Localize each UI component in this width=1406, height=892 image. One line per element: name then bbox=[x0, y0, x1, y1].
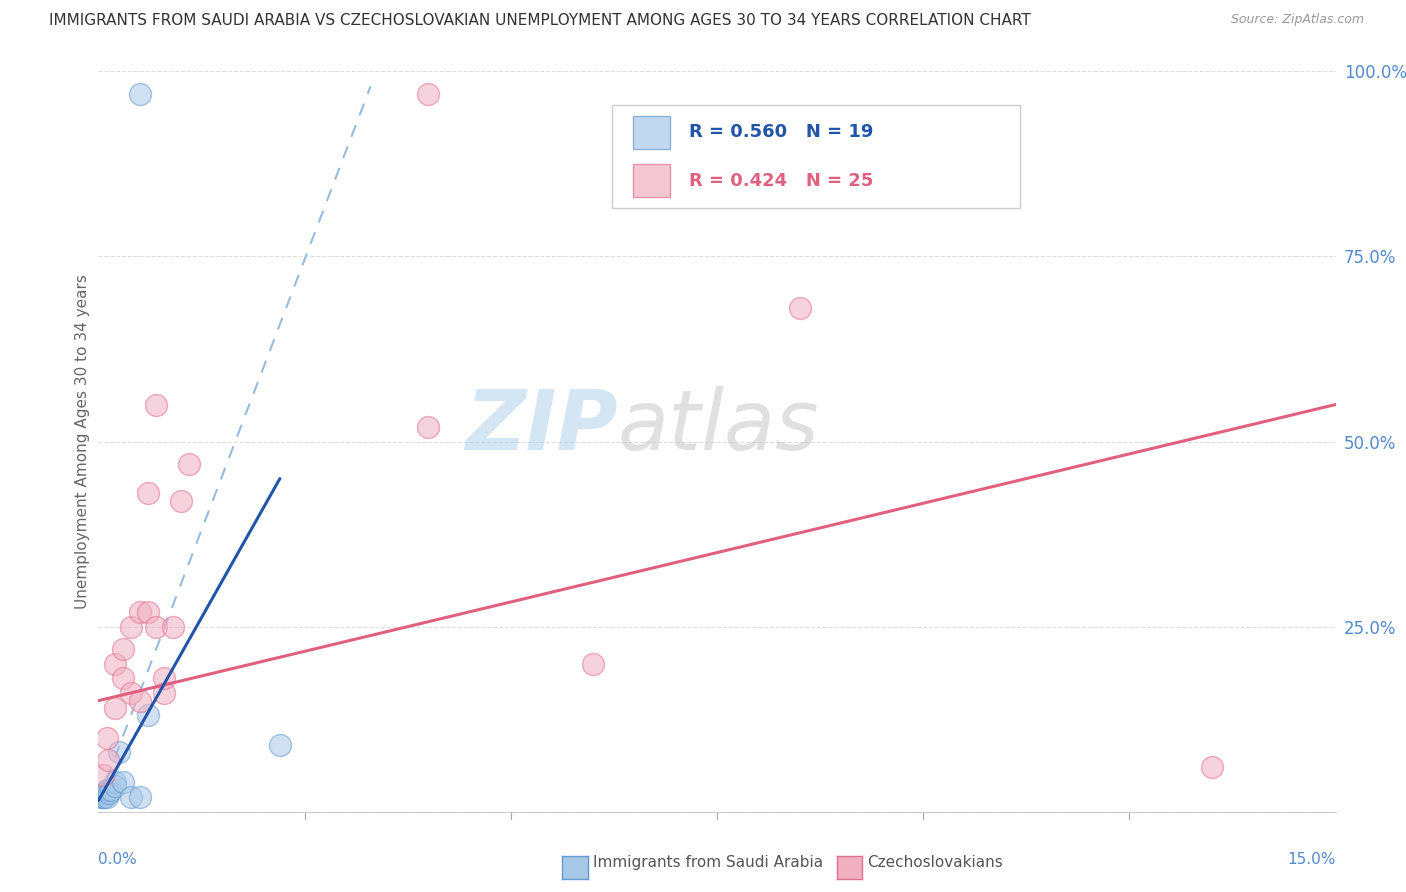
Point bbox=[100, 782, 122, 797]
Point bbox=[128, 694, 150, 708]
Point bbox=[96, 789, 118, 804]
Point bbox=[1201, 760, 1223, 774]
Point bbox=[90, 789, 112, 804]
Point bbox=[98, 786, 121, 800]
Point bbox=[128, 605, 150, 619]
Point bbox=[94, 786, 117, 800]
Point bbox=[153, 672, 176, 686]
Point bbox=[418, 419, 440, 434]
Point bbox=[104, 657, 127, 671]
Point bbox=[153, 686, 176, 700]
Point bbox=[789, 301, 811, 316]
Text: 15.0%: 15.0% bbox=[1288, 853, 1336, 867]
Point bbox=[91, 767, 114, 781]
Text: IMMIGRANTS FROM SAUDI ARABIA VS CZECHOSLOVAKIAN UNEMPLOYMENT AMONG AGES 30 TO 34: IMMIGRANTS FROM SAUDI ARABIA VS CZECHOSL… bbox=[49, 13, 1031, 29]
Text: R = 0.424   N = 25: R = 0.424 N = 25 bbox=[689, 171, 873, 190]
Point bbox=[136, 486, 159, 500]
Point bbox=[96, 731, 118, 745]
Point bbox=[108, 746, 131, 760]
Point bbox=[104, 775, 127, 789]
Point bbox=[418, 87, 440, 101]
Point bbox=[145, 397, 167, 411]
FancyBboxPatch shape bbox=[633, 164, 671, 197]
Point bbox=[162, 619, 184, 633]
FancyBboxPatch shape bbox=[612, 104, 1021, 209]
Text: Source: ZipAtlas.com: Source: ZipAtlas.com bbox=[1230, 13, 1364, 27]
Point bbox=[120, 619, 142, 633]
Point bbox=[179, 457, 201, 471]
Text: Czechoslovakians: Czechoslovakians bbox=[868, 855, 1004, 870]
Point bbox=[104, 701, 127, 715]
Text: 0.0%: 0.0% bbox=[98, 853, 138, 867]
Point bbox=[269, 738, 291, 752]
Text: atlas: atlas bbox=[619, 386, 820, 467]
Point bbox=[112, 672, 135, 686]
Y-axis label: Unemployment Among Ages 30 to 34 years: Unemployment Among Ages 30 to 34 years bbox=[75, 274, 90, 609]
Point bbox=[93, 789, 115, 804]
Point bbox=[170, 493, 193, 508]
Point bbox=[582, 657, 605, 671]
Text: ZIP: ZIP bbox=[465, 386, 619, 467]
Text: R = 0.560   N = 19: R = 0.560 N = 19 bbox=[689, 123, 873, 142]
Point bbox=[97, 782, 120, 797]
Point bbox=[128, 789, 150, 804]
Point bbox=[136, 605, 159, 619]
Point bbox=[96, 782, 118, 797]
Point bbox=[112, 775, 135, 789]
Point bbox=[112, 641, 135, 656]
FancyBboxPatch shape bbox=[633, 116, 671, 149]
Point bbox=[120, 686, 142, 700]
Text: Immigrants from Saudi Arabia: Immigrants from Saudi Arabia bbox=[593, 855, 824, 870]
Point bbox=[97, 753, 120, 767]
Point bbox=[93, 789, 115, 804]
Point bbox=[145, 619, 167, 633]
Point bbox=[128, 87, 150, 101]
Point bbox=[136, 708, 159, 723]
Point bbox=[120, 789, 142, 804]
Point bbox=[104, 779, 127, 793]
Point bbox=[91, 789, 114, 804]
